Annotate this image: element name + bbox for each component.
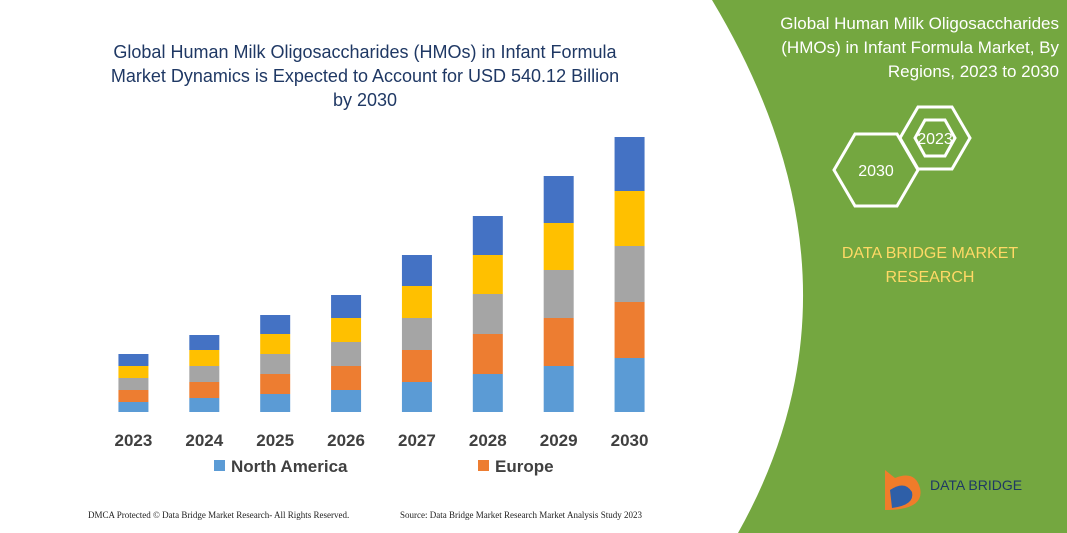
bar-segment bbox=[118, 366, 149, 378]
bar-segment bbox=[614, 302, 645, 358]
hex-label: 2030 bbox=[858, 163, 894, 180]
x-tick-label: 2028 bbox=[469, 431, 507, 450]
legend-swatch bbox=[478, 460, 489, 471]
bar-segment bbox=[260, 315, 291, 334]
hexagon bbox=[913, 118, 957, 158]
hexagon bbox=[832, 132, 920, 208]
hexagon bbox=[898, 105, 972, 171]
footer-right: Source: Data Bridge Market Research Mark… bbox=[400, 510, 642, 520]
bar-segment bbox=[189, 398, 220, 412]
logo-text: DATA BRIDGE bbox=[930, 477, 1022, 493]
bar-segment bbox=[543, 270, 574, 318]
bar-segment bbox=[331, 295, 362, 318]
legend-label: North America bbox=[231, 457, 348, 476]
bar-segment bbox=[118, 378, 149, 390]
x-tick-label: 2026 bbox=[327, 431, 365, 450]
bar-segment bbox=[472, 255, 503, 294]
bar-segment bbox=[331, 318, 362, 342]
side-panel bbox=[712, 0, 1067, 533]
bar-segment bbox=[401, 255, 432, 286]
x-tick-label: 2029 bbox=[540, 431, 578, 450]
bar-segment bbox=[543, 223, 574, 270]
bar-segment bbox=[401, 318, 432, 350]
bar-segment bbox=[543, 366, 574, 412]
bar-segment bbox=[189, 350, 220, 366]
chart-title: Global Human Milk Oligosaccharides (HMOs… bbox=[110, 42, 620, 110]
legend-swatch bbox=[214, 460, 225, 471]
legend-label: Europe bbox=[495, 457, 554, 476]
bar-segment bbox=[543, 176, 574, 223]
bar-segment bbox=[472, 216, 503, 255]
bar-segment bbox=[118, 390, 149, 402]
footer-left: DMCA Protected © Data Bridge Market Rese… bbox=[88, 510, 350, 520]
bar-segment bbox=[401, 350, 432, 382]
bar-segment bbox=[260, 394, 291, 412]
bar-segment bbox=[331, 342, 362, 366]
hex-label: 2023 bbox=[917, 131, 953, 148]
bar-segment bbox=[401, 286, 432, 318]
bar-segment bbox=[260, 354, 291, 374]
bar-segment bbox=[189, 366, 220, 382]
x-tick-label: 2027 bbox=[398, 431, 436, 450]
panel-title: Global Human Milk Oligosaccharides (HMOs… bbox=[780, 14, 1059, 81]
bar-segment bbox=[614, 137, 645, 191]
bar-segment bbox=[543, 318, 574, 366]
brand: DATA BRIDGE MARKET RESEARCH bbox=[841, 245, 1019, 286]
bar-segment bbox=[614, 358, 645, 412]
bar-segment bbox=[189, 335, 220, 350]
bar-segment bbox=[472, 374, 503, 412]
bar-segment bbox=[260, 334, 291, 354]
bar-segment bbox=[331, 366, 362, 390]
bar-segment bbox=[189, 382, 220, 398]
x-tick-label: 2024 bbox=[185, 431, 223, 450]
bar-segment bbox=[472, 294, 503, 334]
bar-segment bbox=[118, 402, 149, 412]
bar-segment bbox=[614, 191, 645, 246]
logo-mark bbox=[890, 485, 913, 508]
bar-segment bbox=[118, 354, 149, 366]
x-tick-label: 2023 bbox=[115, 431, 153, 450]
bar-segment bbox=[401, 382, 432, 412]
bar-segment bbox=[260, 374, 291, 394]
x-tick-label: 2030 bbox=[611, 431, 649, 450]
bar-segment bbox=[331, 390, 362, 412]
bar-segment bbox=[614, 246, 645, 302]
x-tick-label: 2025 bbox=[256, 431, 294, 450]
bar-segment bbox=[472, 334, 503, 374]
